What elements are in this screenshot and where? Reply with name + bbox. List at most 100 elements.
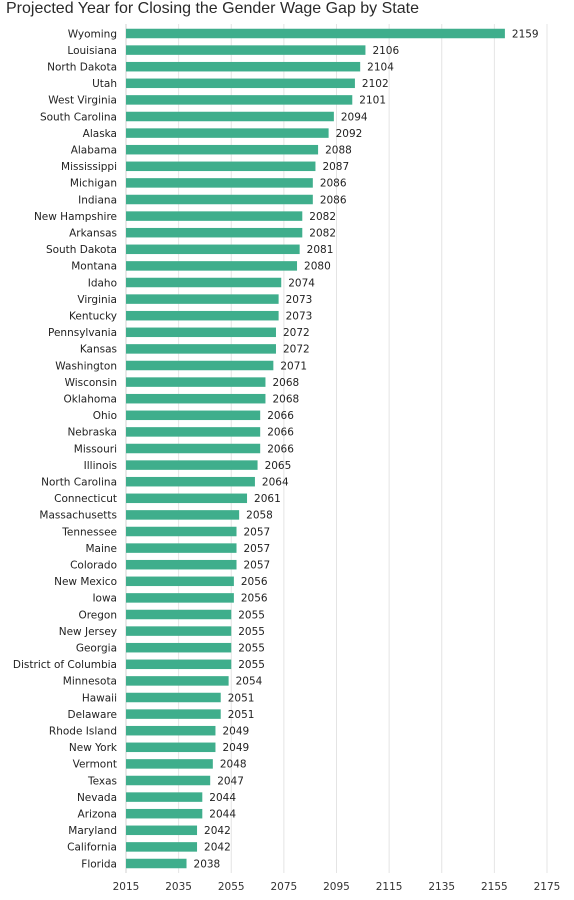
category-label: Colorado [70, 560, 117, 572]
data-label: 2064 [262, 477, 289, 489]
data-label: 2054 [236, 676, 263, 688]
bar [126, 427, 261, 437]
x-tick-label: 2055 [218, 881, 245, 893]
category-label: California [67, 842, 117, 854]
data-label: 2057 [244, 543, 271, 555]
category-label: Connecticut [54, 493, 117, 505]
bar [126, 244, 300, 255]
data-label: 2073 [286, 311, 313, 323]
data-label: 2072 [283, 344, 310, 356]
category-label: New Hampshire [34, 211, 117, 223]
data-label: 2047 [217, 775, 244, 787]
category-label: New Jersey [59, 626, 117, 638]
category-label: Iowa [92, 593, 117, 605]
category-label: Oklahoma [64, 394, 117, 406]
data-label: 2102 [362, 78, 389, 90]
category-label: Arkansas [69, 228, 117, 240]
category-label: New Mexico [54, 576, 117, 588]
bar [126, 261, 298, 271]
bar [126, 78, 355, 89]
bar [126, 95, 353, 105]
bar [126, 775, 211, 786]
category-label: South Carolina [40, 111, 117, 123]
bar [126, 28, 505, 39]
bar [126, 510, 240, 520]
data-label: 2038 [194, 858, 221, 870]
category-label: Maryland [68, 825, 117, 837]
x-tick-label: 2135 [428, 881, 455, 893]
chart-title: Projected Year for Closing the Gender Wa… [6, 0, 419, 17]
data-label: 2044 [209, 809, 236, 821]
x-tick-label: 2095 [323, 881, 350, 893]
category-label: Pennsylvania [48, 327, 117, 339]
category-label: Kansas [80, 344, 117, 356]
bar [126, 692, 221, 703]
bar [126, 543, 237, 553]
data-label: 2072 [283, 327, 310, 339]
category-label: Georgia [76, 643, 117, 655]
data-label: 2086 [320, 178, 347, 190]
category-label: Missouri [74, 443, 117, 455]
category-label: Montana [71, 261, 117, 273]
category-label: Rhode Island [49, 726, 117, 738]
category-label: Oregon [78, 609, 117, 621]
bar [126, 593, 234, 603]
data-label: 2101 [359, 95, 386, 107]
category-label: Alaska [83, 128, 117, 140]
data-label: 2074 [288, 277, 315, 289]
x-tick-label: 2115 [376, 881, 403, 893]
bar [126, 476, 255, 487]
data-label: 2042 [204, 842, 231, 854]
category-label: North Dakota [47, 62, 117, 74]
bar [126, 194, 313, 205]
category-label: Texas [87, 775, 117, 787]
data-label: 2092 [336, 128, 363, 140]
category-label: District of Columbia [13, 659, 117, 671]
data-label: 2056 [241, 576, 268, 588]
bar [126, 858, 187, 869]
category-label: Ohio [93, 410, 117, 422]
bar [126, 559, 237, 570]
category-label: Louisiana [67, 45, 117, 57]
data-label: 2066 [267, 410, 294, 422]
bar [126, 310, 279, 321]
data-label: 2094 [341, 111, 368, 123]
category-label: Illinois [84, 460, 117, 472]
labels-layer: Wyoming 2159 Louisiana 2106 North Dakota 2104… [13, 28, 539, 870]
bar [126, 327, 276, 338]
data-label: 2057 [244, 526, 271, 538]
data-label: 2066 [267, 427, 294, 439]
bar [126, 460, 258, 470]
data-label: 2048 [220, 759, 247, 771]
bar [126, 360, 274, 371]
category-label: West Virginia [48, 95, 117, 107]
x-tick-label: 2175 [534, 881, 561, 893]
bar [126, 759, 213, 769]
category-label: Massachusetts [39, 510, 117, 522]
category-label: Nebraska [67, 427, 117, 439]
bar [126, 111, 334, 122]
bar [126, 842, 198, 852]
data-label: 2082 [309, 228, 336, 240]
data-label: 2044 [209, 792, 236, 804]
category-label: Washington [55, 360, 117, 372]
category-label: Nevada [77, 792, 117, 804]
bar [126, 211, 303, 221]
bars-layer [126, 28, 505, 869]
category-label: Idaho [88, 277, 117, 289]
x-tick-label: 2155 [481, 881, 508, 893]
data-label: 2058 [246, 510, 273, 522]
bar [126, 377, 266, 387]
x-tick-label: 2015 [113, 881, 140, 893]
bar [126, 277, 282, 288]
category-label: Virginia [77, 294, 117, 306]
category-label: Tennessee [61, 526, 117, 538]
category-label: Florida [81, 858, 117, 870]
data-label: 2071 [280, 360, 307, 372]
bar [126, 576, 234, 587]
bar [126, 642, 232, 653]
bar [126, 626, 232, 636]
category-label: Utah [92, 78, 117, 90]
data-label: 2061 [254, 493, 281, 505]
